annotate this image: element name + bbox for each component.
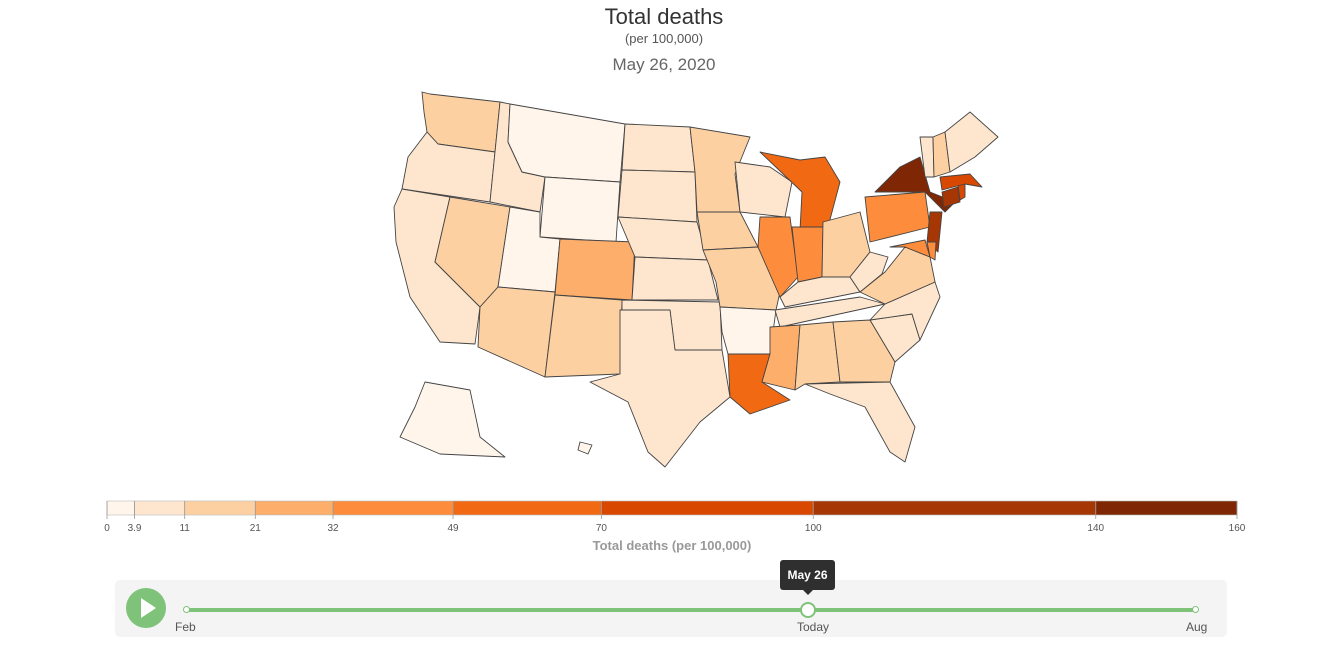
tooltip-arrow (802, 589, 814, 595)
state-sd[interactable] (617, 169, 698, 223)
legend-swatch (452, 500, 602, 516)
timeline-start-dot (183, 606, 190, 613)
state-ks[interactable] (631, 256, 719, 301)
state-de[interactable] (926, 241, 937, 261)
legend-tick-label: 0 (104, 523, 110, 534)
state-ms[interactable] (761, 324, 801, 391)
legend-tick-label: 160 (1229, 523, 1246, 534)
legend-tick-label: 32 (327, 523, 339, 534)
state-mt[interactable] (507, 103, 626, 183)
current-date: May 26, 2020 (612, 55, 716, 74)
state-ct[interactable] (941, 186, 961, 208)
legend-tick-label: 21 (250, 523, 262, 534)
state-fl[interactable] (804, 381, 916, 463)
state-az[interactable] (477, 286, 556, 378)
timeline-tooltip: May 26 (780, 560, 835, 590)
time-slider-panel: Feb Today Aug (115, 580, 1227, 637)
timeline-end-dot (1192, 606, 1199, 613)
color-legend: 0 3.9 11 21 32 49 70 100 140 160 (104, 500, 1246, 534)
legend-tick-label: 70 (596, 523, 608, 534)
legend-swatch (332, 500, 454, 516)
state-ga[interactable] (832, 319, 896, 383)
legend-tick-label: 100 (805, 523, 822, 534)
state-in[interactable] (791, 226, 824, 283)
state-ma[interactable] (939, 173, 983, 191)
timeline-handle[interactable] (800, 602, 817, 618)
chart-subtitle: (per 100,000) (624, 31, 704, 46)
legend-title: Total deaths (per 100,000) (592, 538, 752, 553)
state-ia[interactable] (696, 211, 759, 251)
state-hi[interactable] (577, 441, 593, 455)
legend-swatch (812, 500, 1097, 516)
state-co[interactable] (554, 238, 636, 301)
state-wi[interactable] (734, 161, 793, 218)
timeline-current-label: Today (797, 620, 830, 634)
state-me[interactable] (944, 111, 999, 173)
timeline-track[interactable] (186, 608, 1198, 612)
state-ar[interactable] (719, 306, 777, 355)
state-pa[interactable] (864, 191, 931, 243)
legend-tick-label: 11 (179, 523, 190, 534)
state-mi[interactable] (759, 151, 841, 231)
legend-swatch (134, 500, 185, 516)
timeline-start-label: Feb (175, 620, 196, 634)
timeline-end-label: Aug (1186, 620, 1208, 634)
legend-swatch (601, 500, 814, 516)
state-nd[interactable] (621, 123, 696, 173)
legend-swatch (1095, 500, 1238, 516)
us-choropleth-map (393, 91, 999, 468)
legend-tick-label: 49 (448, 523, 460, 534)
state-wy[interactable] (539, 176, 621, 243)
state-tx[interactable] (589, 309, 731, 468)
legend-tick-label: 3.9 (128, 523, 142, 534)
legend-swatch (184, 500, 256, 516)
state-al[interactable] (794, 321, 841, 391)
legend-tick-label: 140 (1087, 523, 1104, 534)
state-ak[interactable] (399, 381, 506, 458)
legend-swatch (255, 500, 334, 516)
state-nm[interactable] (544, 294, 623, 378)
play-button[interactable] (126, 588, 166, 628)
play-icon (141, 598, 156, 618)
state-il[interactable] (757, 216, 799, 298)
legend-swatch (106, 500, 135, 516)
state-wv[interactable] (849, 251, 889, 293)
chart-title: Total deaths (604, 4, 724, 29)
